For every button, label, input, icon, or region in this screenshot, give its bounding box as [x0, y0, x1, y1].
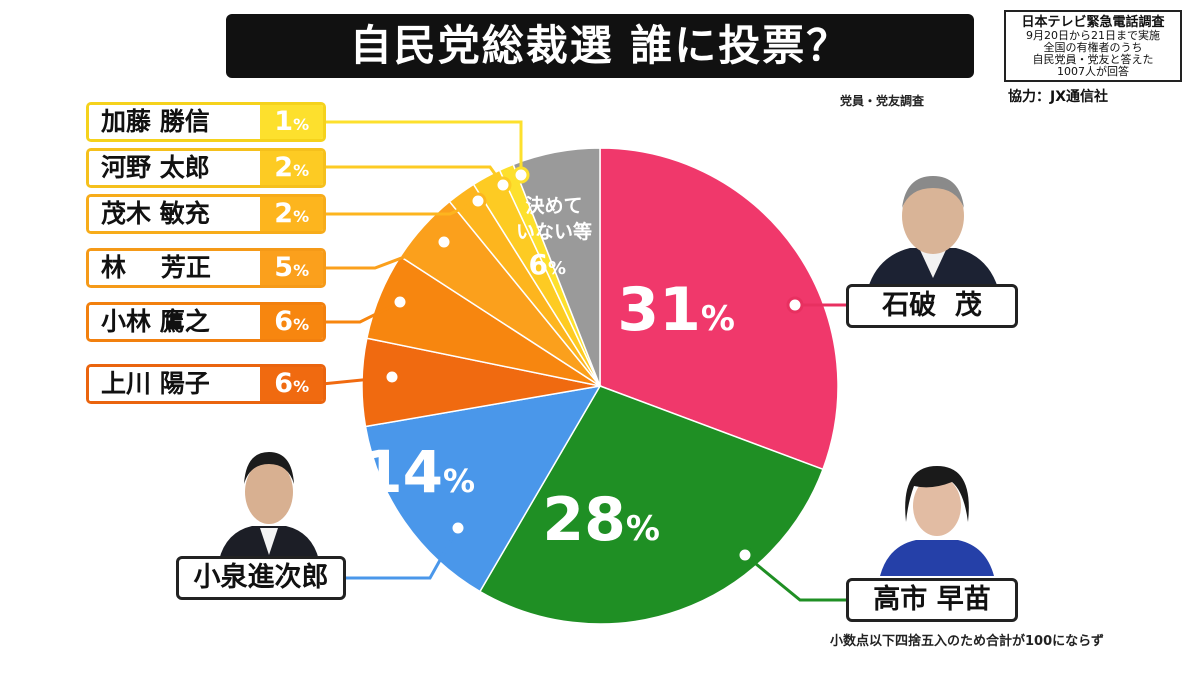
legend-item-kato: 加藤 勝信 1%: [86, 102, 326, 142]
legend-percent: 1%: [260, 105, 323, 139]
shirt-shape: [920, 250, 946, 278]
legend-item-kono: 河野 太郎 2%: [86, 148, 326, 188]
percent-sign: %: [293, 261, 310, 280]
pie-slice-0: [599, 147, 839, 471]
survey-info-line: 自民党員・党友と答えた: [1032, 53, 1154, 66]
percent-sign: %: [293, 207, 310, 226]
legend-percent: 2%: [260, 197, 323, 231]
photo-koizumi: [214, 440, 324, 560]
survey-info-line: 9月20日から21日まで実施: [1026, 29, 1160, 42]
face-shape: [902, 178, 964, 254]
candidate-label-takaichi: 高市 早苗: [846, 578, 1018, 622]
value-label-ishiba: 31%: [617, 275, 735, 345]
legend-percent: 5%: [260, 251, 323, 285]
leader-dot-takaichi: [736, 546, 754, 564]
pie-slice-2: [364, 384, 602, 593]
hair-shape: [905, 466, 969, 522]
candidate-label-ishiba: 石破 茂: [846, 284, 1018, 328]
legend-name: 河野 太郎: [89, 151, 261, 185]
leader-line-hayashi: [322, 240, 445, 270]
leader-dot-ishiba: [786, 296, 804, 314]
undecided-label-line2: いない等: [516, 220, 592, 243]
leader-dot-motegi: [469, 192, 487, 210]
leader-line-motegi: [322, 199, 479, 216]
percent-sign: %: [293, 315, 310, 334]
survey-info-line: 日本テレビ緊急電話調査: [1021, 15, 1165, 30]
suit-shape: [880, 540, 994, 576]
legend-percent: 2%: [260, 151, 323, 185]
legend-value: 1: [274, 106, 294, 137]
value-takaichi: 28: [542, 485, 626, 555]
legend-name: 小林 鷹之: [89, 305, 261, 339]
leader-dot-kamikawa: [383, 368, 401, 386]
value-ishiba: 31: [617, 275, 701, 345]
face-shape: [245, 460, 293, 524]
leader-line-kato: [322, 120, 523, 175]
leader-line-kobayashi: [322, 300, 401, 324]
shirt-shape: [260, 528, 278, 555]
value-label-undecided: 6%: [528, 248, 566, 281]
leader-lines: [321, 120, 850, 602]
value-koizumi: 14: [362, 438, 443, 506]
survey-info-box: 日本テレビ緊急電話調査 9月20日から21日まで実施 全国の有権者のうち 自民党…: [1004, 10, 1182, 82]
leader-line-takaichi: [744, 553, 850, 602]
legend-value: 6: [274, 306, 294, 337]
percent-sign: %: [626, 509, 660, 549]
leader-dot-kobayashi: [391, 293, 409, 311]
percent-sign: %: [701, 299, 735, 339]
legend-name: 林 芳正: [89, 251, 261, 285]
undecided-label-line1: 決めて: [525, 195, 582, 217]
legend-name: 上川 陽子: [89, 367, 261, 401]
legend-name: 茂木 敏充: [89, 197, 261, 231]
survey-info-line: 1007人が回答: [1057, 65, 1129, 78]
legend-name: 加藤 勝信: [89, 105, 261, 139]
legend-percent: 6%: [260, 305, 323, 339]
footnote: 小数点以下四捨五入のため合計が100にならず: [830, 634, 1104, 649]
candidate-label-koizumi: 小泉進次郎: [176, 556, 346, 600]
leader-dot-hayashi: [435, 233, 453, 251]
leader-line-kamikawa: [321, 375, 393, 386]
legend-percent: 6%: [260, 367, 323, 401]
value-label-takaichi: 28%: [542, 485, 660, 555]
pie-value-labels: 31% 28% 14% 決めて いない等 6%: [362, 195, 735, 555]
legend-item-hayashi: 林 芳正 5%: [86, 248, 326, 288]
chart-title: 自民党総裁選 誰に投票？: [226, 14, 974, 78]
value-label-koizumi: 14%: [362, 438, 475, 506]
survey-scope: 党員・党友調査: [840, 94, 925, 108]
survey-info-line: 全国の有権者のうち: [1043, 41, 1143, 54]
legend-value: 2: [274, 198, 294, 229]
percent-sign: %: [293, 377, 310, 396]
percent-sign: %: [548, 258, 566, 279]
photo-ishiba: [858, 168, 1008, 288]
legend-value: 6: [274, 368, 294, 399]
leader-dot-koizumi: [449, 519, 467, 537]
percent-sign: %: [443, 462, 475, 500]
face-shape: [913, 476, 961, 536]
hair-shape: [902, 176, 964, 208]
leader-dot-kato: [512, 166, 530, 184]
hair-shape: [244, 452, 294, 484]
legend-value: 2: [274, 152, 294, 183]
leader-dot-kono: [494, 176, 512, 194]
legend-item-kobayashi: 小林 鷹之 6%: [86, 302, 326, 342]
leader-line-koizumi: [345, 527, 460, 580]
cooperation-credit: 協力：JX通信社: [1008, 89, 1109, 105]
percent-sign: %: [293, 115, 310, 134]
photo-takaichi: [872, 452, 1002, 576]
value-undecided: 6: [528, 248, 547, 281]
legend-item-motegi: 茂木 敏充 2%: [86, 194, 326, 234]
pie-slices: [361, 147, 839, 625]
pie-slice-9: [512, 147, 601, 387]
percent-sign: %: [293, 161, 310, 180]
legend-value: 5: [274, 252, 294, 283]
legend-item-kamikawa: 上川 陽子 6%: [86, 364, 326, 404]
